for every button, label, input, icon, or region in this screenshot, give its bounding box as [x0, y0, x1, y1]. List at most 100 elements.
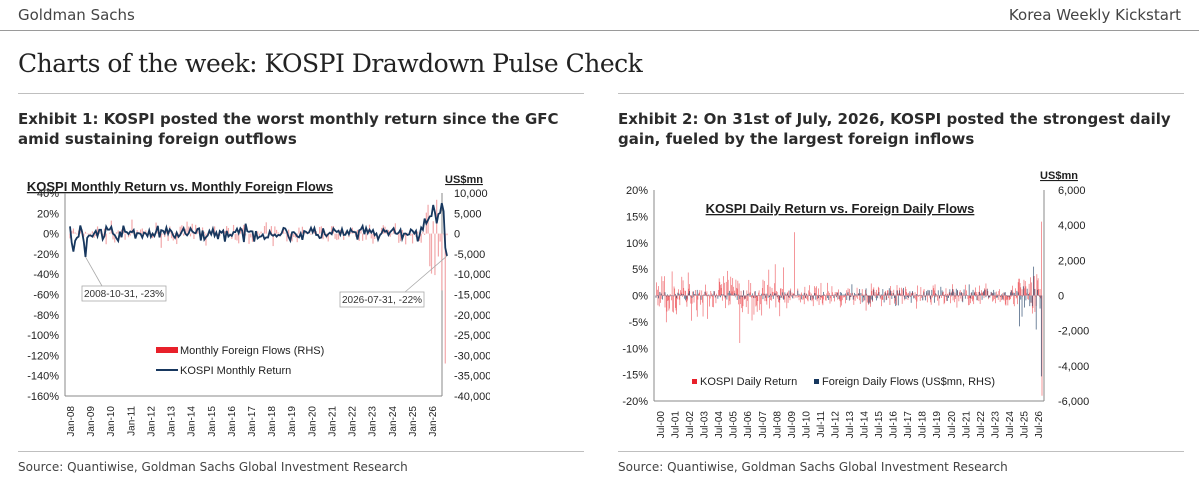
chart2-flow-bar [998, 295, 1000, 296]
chart2-flow-bar [1006, 295, 1007, 296]
chart2-return-bar [970, 292, 972, 296]
chart2-return-bar [668, 295, 670, 311]
chart2-flow-bar [838, 295, 840, 299]
chart1-flow-bar [243, 224, 245, 234]
chart2-return-bar [790, 288, 792, 296]
chart2-return-bar [861, 289, 863, 296]
chart2-return-bar [777, 295, 779, 299]
chart2-return-bar [935, 294, 937, 296]
chart2-return-bar [957, 295, 959, 297]
chart2-return-bar [991, 292, 993, 296]
chart2-y-tick-label: -15% [622, 370, 648, 382]
chart2-flow-bar [873, 289, 875, 296]
chart2-return-bar [786, 295, 788, 309]
chart2-return-bar [1021, 295, 1022, 296]
chart2-return-bar [929, 295, 931, 298]
chart2-return-bar [810, 293, 812, 296]
chart2-return-bar [757, 295, 759, 301]
chart2-flow-bar [999, 295, 1001, 297]
chart2-flow-bar [890, 290, 891, 296]
chart2-y2-tick-label: 0 [1058, 291, 1064, 303]
chart2-return-bar [766, 295, 768, 305]
chart2-flow-bar [1021, 295, 1023, 317]
chart2-return-bar [790, 295, 792, 297]
exhibit2-title: Exhibit 2: On 31st of July, 2026, KOSPI … [618, 110, 1171, 148]
chart2-return-bar [1016, 295, 1018, 298]
chart2-return-bar [930, 295, 932, 305]
chart2-flow-bar [775, 293, 777, 296]
chart2-return-bar [947, 293, 949, 296]
chart2-flow-bar [932, 295, 934, 296]
chart2-return-bar [708, 295, 710, 296]
chart2-return-bar [892, 295, 893, 296]
chart2-return-bar [767, 284, 768, 296]
chart2-return-bar [720, 287, 722, 296]
chart2-flow-bar [933, 295, 935, 303]
chart1-flow-bar [103, 228, 106, 234]
chart2-flow-bar [656, 295, 658, 296]
chart2-return-bar [985, 283, 987, 296]
chart2-return-bar [940, 295, 942, 297]
chart2-flow-bar [1012, 293, 1014, 296]
chart2-return-bar [886, 293, 888, 296]
chart2-return-bar [960, 295, 962, 299]
chart1-flow-bar [401, 229, 403, 234]
chart2-return-bar [738, 295, 739, 305]
chart2-return-bar [711, 295, 713, 297]
exhibit1-title: Exhibit 1: KOSPI posted the worst monthl… [18, 110, 559, 148]
chart1-flow-bar [430, 233, 433, 274]
chart2-return-bar [765, 293, 766, 296]
chart2-return-bar [800, 293, 802, 296]
chart2-return-bar [1018, 278, 1020, 296]
chart2-flow-bar [1034, 288, 1036, 296]
chart2-return-bar [906, 292, 908, 296]
chart2-flow-bar [850, 295, 852, 298]
chart2-y-tick-label: 10% [626, 238, 648, 250]
chart2-x-tick-label: Jul-02 [685, 411, 696, 439]
chart2-flow-bar [944, 294, 946, 296]
chart2-return-bar [723, 276, 725, 296]
chart2-return-bar [854, 295, 856, 301]
chart2-y2-tick-label: -6,000 [1058, 396, 1089, 408]
chart2-return-bar [723, 282, 725, 296]
chart1-x-tick-label: Jan-25 [408, 406, 419, 437]
chart2-return-bar [774, 283, 775, 296]
chart2-return-bar [1015, 295, 1017, 299]
chart2-flow-bar [847, 292, 849, 296]
chart2-return-bar [978, 295, 980, 302]
chart2-return-bar [845, 295, 846, 304]
chart2-flow-bar [846, 295, 848, 300]
chart1-flow-bar [84, 231, 87, 234]
chart2-return-bar [848, 288, 850, 296]
chart2-return-bar [1039, 295, 1040, 297]
chart2-flow-bar [921, 295, 922, 296]
chart2-return-bar [1009, 295, 1011, 300]
chart2-return-bar [787, 295, 789, 303]
chart2-flow-bar [712, 294, 714, 296]
chart1-flow-bar [203, 231, 205, 234]
chart2-return-bar [846, 290, 848, 296]
chart2-return-bar [676, 295, 678, 300]
chart1-y2-tick-label: 0 [454, 229, 460, 241]
chart2-return-bar [997, 295, 999, 300]
chart2-flow-bar [896, 290, 898, 296]
chart1-flow-bar [432, 221, 434, 234]
chart2-flow-bar [744, 295, 746, 299]
chart1-legend-swatch-flows [156, 347, 178, 353]
chart2-return-bar [699, 290, 701, 296]
chart2-return-bar [916, 295, 918, 302]
chart2-return-bar [705, 293, 707, 296]
chart1-flow-bar [422, 231, 424, 234]
chart2-legend-label-return: KOSPI Daily Return [700, 376, 797, 388]
chart1-flow-bar [434, 233, 436, 276]
chart2-flow-bar [868, 295, 870, 304]
chart1-flow-bar [420, 233, 422, 243]
chart1-flow-bar [442, 233, 445, 235]
chart2-return-bar [932, 295, 933, 298]
chart2-flow-bar [854, 292, 855, 296]
chart2-flow-bar [870, 295, 872, 300]
chart2-flow-bar [961, 292, 962, 296]
chart2-return-bar [995, 291, 997, 296]
chart1-y2-tick-label: -5,000 [454, 249, 485, 261]
chart2-return-bar [1012, 285, 1013, 296]
